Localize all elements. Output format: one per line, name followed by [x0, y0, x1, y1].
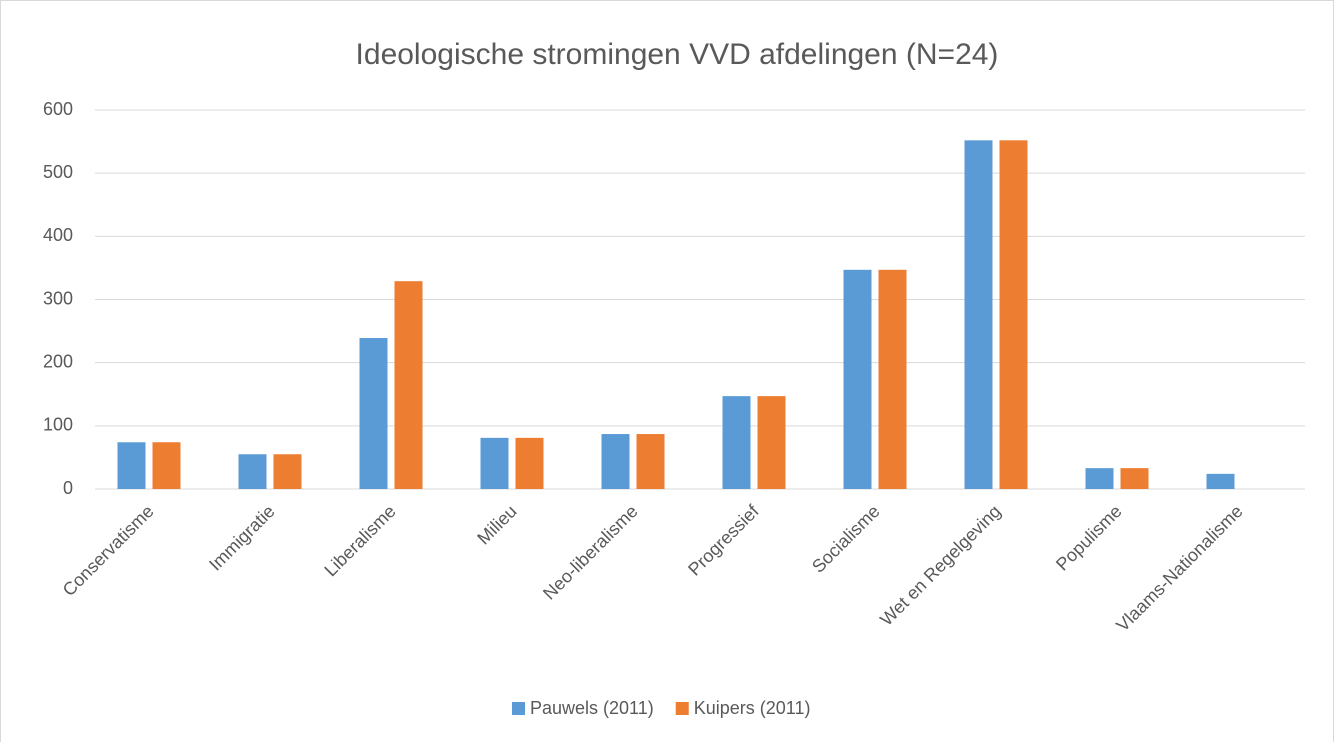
- y-tick-label: 600: [43, 99, 73, 119]
- y-tick-label: 100: [43, 415, 73, 435]
- bar: [273, 454, 302, 489]
- bar: [999, 140, 1028, 489]
- bar: [722, 396, 751, 489]
- bar: [757, 396, 786, 489]
- bar: [394, 281, 423, 489]
- bar: [1120, 468, 1149, 489]
- bar: [480, 437, 509, 489]
- bar: [1206, 473, 1235, 489]
- bar: [117, 442, 146, 489]
- bar: [878, 269, 907, 489]
- legend-label: Pauwels (2011): [530, 698, 654, 718]
- legend-swatch: [512, 702, 525, 715]
- bar: [601, 434, 630, 489]
- bar: [359, 338, 388, 489]
- bar: [152, 442, 181, 489]
- legend-swatch: [675, 702, 689, 715]
- y-tick-label: 500: [43, 162, 73, 182]
- bar: [843, 269, 872, 489]
- bar: [636, 434, 665, 489]
- y-tick-label: 300: [43, 288, 73, 308]
- bar: [515, 437, 544, 489]
- chart-title: Ideologische stromingen VVD afdelingen (…: [356, 38, 999, 71]
- bar: [238, 454, 267, 489]
- y-tick-label: 200: [43, 351, 73, 371]
- legend-label: Kuipers (2011): [694, 698, 811, 718]
- y-tick-label: 400: [43, 225, 73, 245]
- bar: [1085, 468, 1114, 489]
- y-tick-label: 0: [63, 478, 73, 498]
- bar: [964, 140, 993, 489]
